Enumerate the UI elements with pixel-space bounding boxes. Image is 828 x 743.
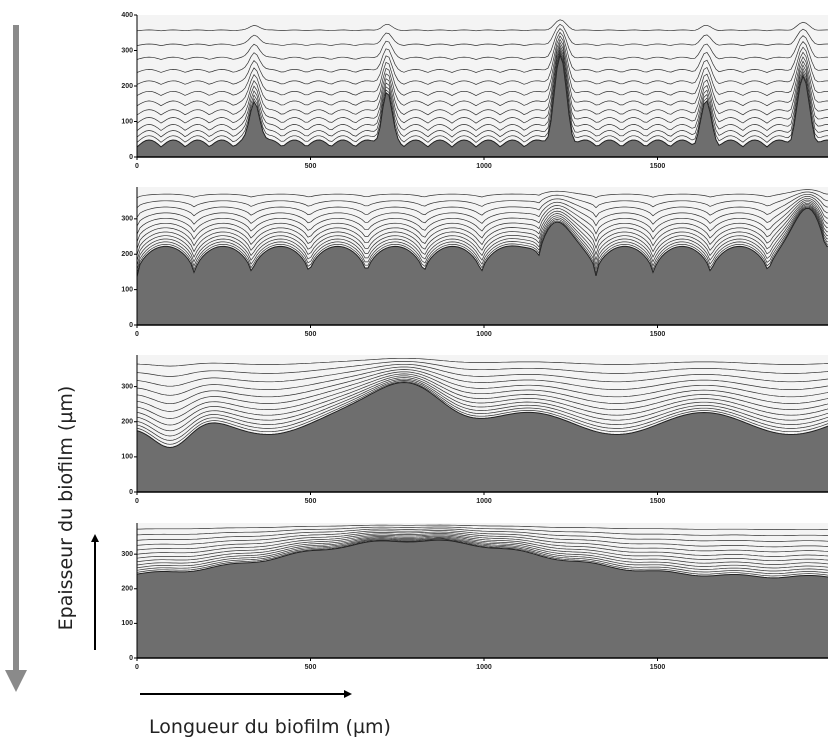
y-tick-label: 100 [121,286,133,293]
x-tick-label: 1000 [476,331,492,338]
contour-line [137,380,828,441]
contour-line [137,375,828,426]
contour-line [137,196,828,227]
x-tick-label: 0 [135,498,139,505]
contour-line [137,46,828,124]
biofilm [137,539,828,658]
y-tick-label: 200 [121,586,133,593]
y-tick-label: 100 [121,620,133,627]
contour-line [137,52,828,143]
panel: 0 100 200 300 0 500 1000 1500 [121,187,828,338]
contour-line [137,371,828,412]
y-tick-label: 300 [121,216,133,223]
y-axis-label: Epaisseur du biofilm (µm) [55,386,77,631]
contour-line [137,533,828,557]
contour-line [137,23,828,46]
y-tick-label: 300 [121,383,133,390]
contour-line [137,366,828,396]
contour-line [137,526,828,537]
contour-line [137,191,828,209]
x-tick-label: 500 [305,498,317,505]
contour-line [137,193,828,218]
contour-line [137,377,828,432]
contour-line [137,207,828,275]
y-tick-label: 200 [121,251,133,258]
x-tick-label: 1500 [650,331,666,338]
contour-line [137,369,828,405]
contour-line [137,31,828,73]
contour-line [137,381,828,445]
contour-line [137,538,828,575]
background [137,15,828,157]
plot-area [137,355,828,492]
contour-line [137,50,828,138]
x-tick-label: 1000 [476,163,492,170]
contour-line [137,539,828,577]
contour-line [137,531,828,553]
contour-line [137,204,828,262]
plot-area [137,15,828,157]
biofilm [137,208,828,325]
contour-line [137,199,828,243]
x-tick-label: 500 [305,331,317,338]
y-tick-label: 300 [121,551,133,558]
contour-line [137,27,828,60]
y-tick-label: 0 [129,489,133,496]
x-tick-label: 500 [305,163,317,170]
contour-line [137,205,828,267]
x-tick-label: 0 [135,163,139,170]
x-tick-label: 1500 [650,498,666,505]
y-tick-label: 100 [121,454,133,461]
contour-line [137,19,828,32]
contour-line [137,528,828,542]
panel: 0 100 200 300 0 500 1000 1500 [121,355,828,505]
contour-line [137,530,828,548]
y-tick-label: 200 [121,83,133,90]
contour-line [137,357,828,367]
contour-line [137,373,828,419]
contour-line [137,41,828,107]
contour-line [137,201,828,250]
x-tick-label: 0 [135,331,139,338]
x-tick-label: 0 [135,664,139,671]
y-tick-label: 400 [121,12,133,19]
biofilm [137,53,828,157]
x-tick-label: 1000 [476,498,492,505]
plot-area [137,187,828,325]
x-tick-label: 1500 [650,163,666,170]
x-tick-label: 1000 [476,664,492,671]
x-tick-label: 1500 [650,664,666,671]
contour-line [137,35,828,85]
contour-line [137,524,828,530]
biofilm [137,381,828,492]
y-tick-label: 200 [121,419,133,426]
contour-line [137,378,828,437]
contour-line [137,197,828,235]
contour-line [137,534,828,562]
contour-line [137,206,828,271]
y-tick-label: 0 [129,655,133,662]
time-arrow-head [5,670,27,692]
y-tick-label: 300 [121,47,133,54]
x-tick-label: 500 [305,664,317,671]
contour-line [137,536,828,569]
y-tick-label: 100 [121,118,133,125]
contour-line [137,537,828,572]
panel: 0 100 200 300 0 500 1000 1500 [121,523,828,671]
contour-line [137,363,828,387]
contour-line [137,189,828,199]
contour-line [137,202,828,256]
contour-line [137,361,828,377]
contour-line [137,535,828,565]
x-axis-label: Longueur du biofilm (µm) [149,716,391,738]
contour-line [137,48,828,132]
contour-line [137,38,828,96]
y-tick-label: 0 [129,154,133,161]
contour-line [137,44,828,116]
y-tick-label: 0 [129,322,133,329]
panel: 0 100 200 300 400 0 500 1000 1500 [121,12,828,170]
plot-area [137,523,828,658]
